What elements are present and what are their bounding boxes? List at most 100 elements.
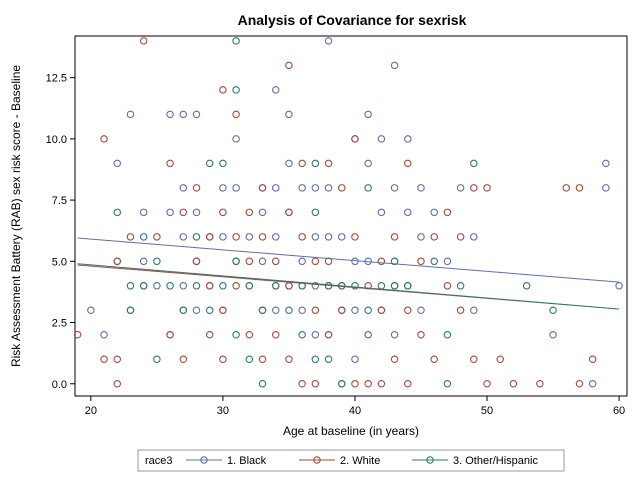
- point-black: [139, 208, 148, 217]
- point-other-hispanic: [311, 355, 320, 364]
- point-other-hispanic: [232, 257, 240, 266]
- point-other-hispanic: [205, 159, 214, 168]
- plot-frame: [74, 35, 628, 397]
- y-tick-label: 2.5: [52, 318, 67, 330]
- point-other-hispanic: [285, 306, 293, 315]
- point-white: [285, 282, 293, 290]
- point-black: [417, 233, 425, 241]
- point-white: [377, 380, 386, 388]
- point-white: [430, 233, 438, 241]
- point-black: [338, 233, 346, 241]
- point-white: [575, 380, 584, 388]
- point-black: [179, 282, 188, 290]
- point-white: [258, 184, 267, 192]
- point-other-hispanic: [126, 306, 135, 315]
- y-tick-label: 5.0: [52, 256, 67, 268]
- x-tick-label: 50: [481, 405, 493, 417]
- point-white: [205, 233, 214, 241]
- point-black: [351, 306, 359, 315]
- point-black: [258, 208, 267, 217]
- point-white: [192, 257, 201, 266]
- point-white: [443, 282, 452, 290]
- point-black: [430, 208, 438, 217]
- y-axis-label: Risk Assessment Battery (RAB) sex risk s…: [9, 65, 23, 367]
- point-other-hispanic: [390, 257, 399, 266]
- point-white: [417, 257, 425, 266]
- point-other-hispanic: [377, 282, 386, 290]
- point-white: [192, 184, 201, 192]
- x-tick-label: 40: [349, 405, 361, 417]
- point-white: [285, 61, 293, 70]
- point-other-hispanic: [192, 233, 201, 241]
- point-other-hispanic: [166, 282, 174, 290]
- point-black: [417, 184, 425, 192]
- point-black: [364, 110, 372, 119]
- point-black: [232, 135, 240, 143]
- point-white: [100, 355, 108, 364]
- point-white: [456, 306, 465, 315]
- point-black: [179, 184, 188, 192]
- point-black: [245, 233, 254, 241]
- y-tick-label: 10.0: [46, 134, 67, 146]
- point-white: [324, 331, 333, 339]
- point-white: [298, 380, 306, 388]
- point-black: [258, 257, 267, 266]
- point-white: [364, 380, 372, 388]
- point-other-hispanic: [470, 159, 478, 168]
- point-black: [311, 331, 320, 339]
- point-white: [126, 233, 135, 241]
- point-black: [285, 159, 293, 168]
- point-other-hispanic: [390, 282, 399, 290]
- y-tick-label: 12.5: [46, 73, 67, 85]
- point-white: [338, 306, 346, 315]
- legend-label-other-hispanic: 3. Other/Hispanic: [453, 455, 538, 467]
- point-black: [324, 184, 333, 192]
- point-black: [311, 184, 320, 192]
- point-other-hispanic: [456, 282, 465, 290]
- point-black: [377, 208, 386, 217]
- point-other-hispanic: [245, 282, 254, 290]
- point-white: [496, 355, 504, 364]
- point-white: [390, 355, 399, 364]
- point-other-hispanic: [126, 282, 135, 290]
- point-white: [351, 233, 359, 241]
- point-white: [404, 306, 412, 315]
- point-white: [179, 355, 188, 364]
- point-white: [509, 380, 518, 388]
- point-white: [311, 380, 320, 388]
- point-other-hispanic: [549, 306, 557, 315]
- point-white: [364, 331, 372, 339]
- x-axis: 20 30 40 50 60: [85, 396, 625, 417]
- x-tick-label: 20: [85, 405, 97, 417]
- point-black: [87, 306, 95, 315]
- point-black: [588, 380, 597, 388]
- point-other-hispanic: [153, 257, 161, 266]
- point-other-hispanic: [219, 282, 227, 290]
- point-black: [232, 184, 240, 192]
- point-white: [470, 355, 478, 364]
- point-white: [113, 355, 122, 364]
- point-black: [377, 135, 386, 143]
- point-other-hispanic: [232, 331, 240, 339]
- point-other-hispanic: [364, 306, 372, 315]
- point-other-hispanic: [232, 86, 240, 94]
- fit-line-black: [77, 237, 620, 283]
- point-other-hispanic: [311, 159, 320, 168]
- point-white: [351, 135, 359, 143]
- point-black: [271, 233, 280, 241]
- point-black: [100, 331, 108, 339]
- point-black: [324, 37, 333, 45]
- point-white: [377, 306, 386, 315]
- point-other-hispanic: [192, 282, 201, 290]
- point-black: [153, 282, 161, 290]
- point-other-hispanic: [364, 184, 372, 192]
- point-other-hispanic: [338, 380, 346, 388]
- point-white: [258, 355, 267, 364]
- legend-marker-black: [200, 456, 208, 464]
- point-other-hispanic: [522, 282, 531, 290]
- point-white: [470, 184, 478, 192]
- point-black: [166, 110, 174, 119]
- point-white: [417, 331, 425, 339]
- point-black: [615, 282, 623, 290]
